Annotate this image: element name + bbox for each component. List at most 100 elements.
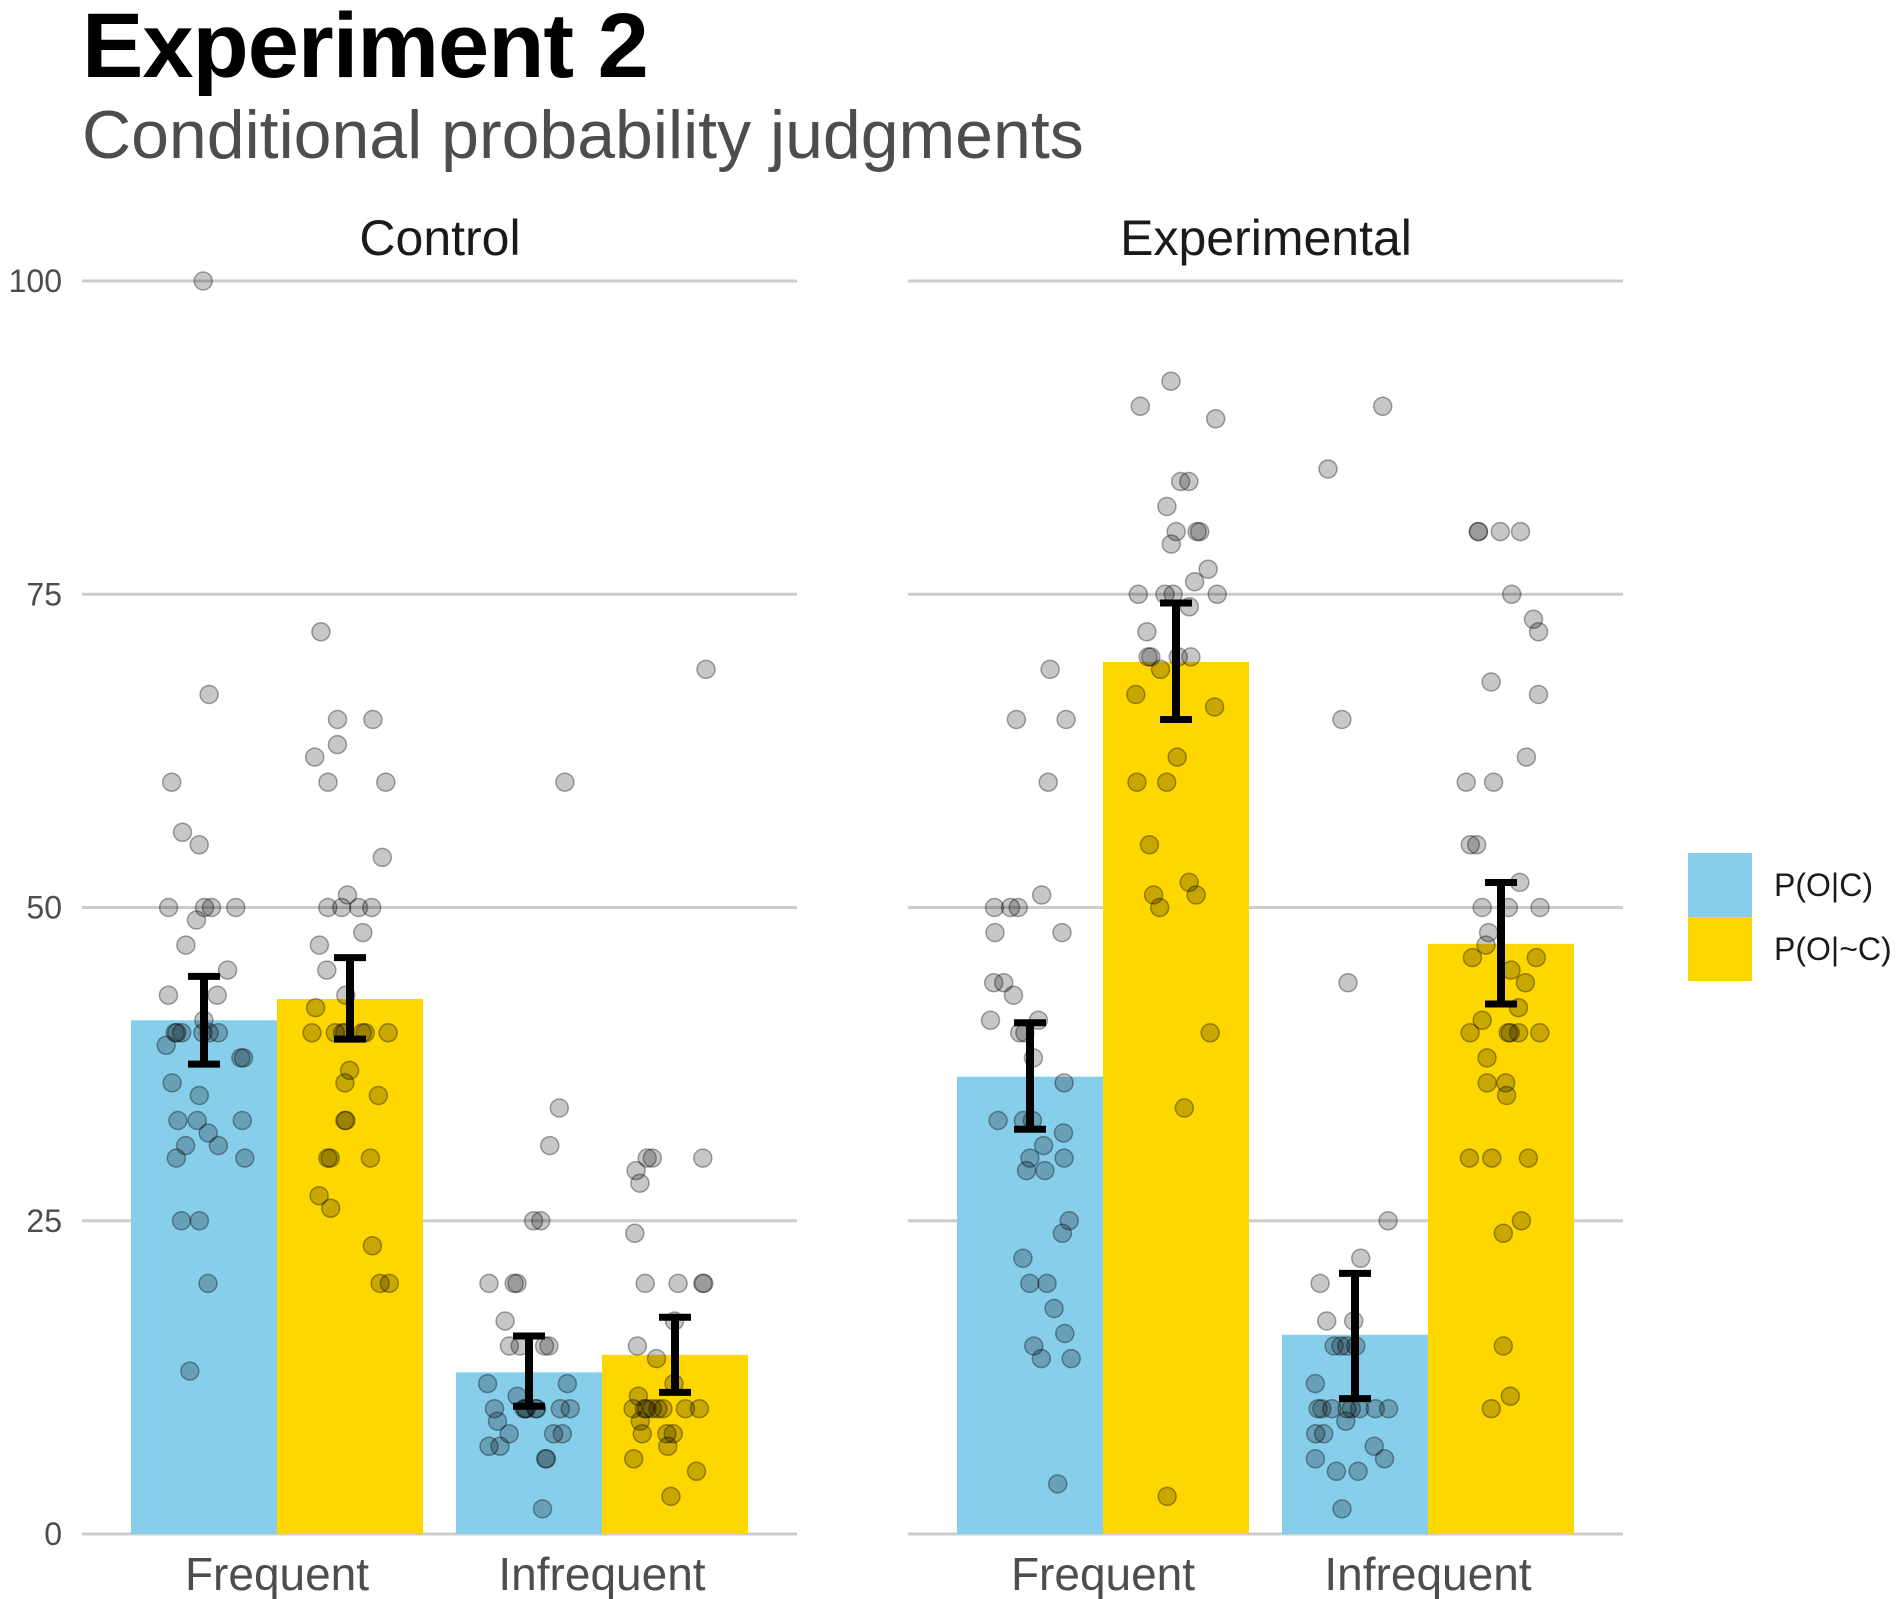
data-point — [532, 1499, 553, 1519]
data-point — [1500, 1023, 1520, 1043]
data-point — [1035, 1160, 1055, 1181]
data-point — [1348, 1461, 1368, 1482]
data-point — [368, 1085, 389, 1106]
y-tick-label: 25 — [26, 1203, 62, 1239]
data-point — [168, 1110, 188, 1131]
data-point — [539, 1336, 559, 1356]
data-point — [1033, 1135, 1054, 1156]
data-point — [1493, 1223, 1514, 1244]
data-point — [327, 734, 348, 755]
data-point — [335, 1073, 355, 1093]
data-point — [686, 1461, 707, 1482]
data-point — [198, 1273, 218, 1294]
data-point — [1477, 1073, 1497, 1093]
bar-ponc — [1428, 943, 1574, 1534]
data-point — [557, 1373, 578, 1394]
panel-label: Control — [359, 210, 520, 266]
data-point — [1200, 1023, 1220, 1043]
data-point — [693, 1273, 713, 1294]
data-point — [1483, 772, 1504, 792]
data-point — [1038, 772, 1058, 792]
data-point — [658, 1436, 678, 1457]
data-point — [988, 1110, 1008, 1131]
data-point — [1181, 647, 1201, 667]
data-point — [648, 1398, 668, 1419]
data-point — [339, 1060, 360, 1081]
data-point — [477, 1373, 498, 1394]
data-point — [360, 1148, 381, 1168]
data-point — [1126, 684, 1146, 705]
data-point — [1490, 521, 1511, 542]
legend-label-ponc: P(O|~C) — [1774, 931, 1892, 967]
data-point — [634, 1398, 655, 1419]
x-tick-label: Infrequent — [1324, 1548, 1531, 1599]
data-point — [1511, 1211, 1532, 1231]
data-point — [495, 1311, 515, 1331]
data-point — [1054, 1148, 1074, 1168]
data-point — [627, 1336, 648, 1356]
data-point — [1365, 1398, 1386, 1419]
data-point — [1515, 972, 1536, 993]
data-point — [1472, 1010, 1492, 1031]
data-point — [1468, 521, 1489, 542]
data-point — [335, 1110, 355, 1131]
data-point — [180, 1361, 200, 1381]
data-point — [696, 659, 716, 680]
bar-poc — [957, 1076, 1103, 1534]
data-point — [165, 1023, 186, 1043]
data-point — [1141, 647, 1161, 667]
data-point — [327, 709, 348, 730]
data-point — [336, 1110, 356, 1131]
data-point — [1205, 409, 1226, 429]
data-point — [1318, 459, 1338, 479]
data-point — [993, 972, 1014, 993]
data-point — [536, 1449, 557, 1469]
chart-title: Experiment 2 — [82, 0, 649, 97]
data-point — [623, 1449, 644, 1469]
data-point — [549, 1098, 570, 1118]
data-point — [1186, 885, 1206, 905]
data-point — [1530, 1023, 1550, 1043]
data-point — [171, 1211, 192, 1231]
data-point — [1016, 1160, 1037, 1181]
data-point — [1350, 1248, 1371, 1269]
data-point — [984, 897, 1005, 918]
data-point — [499, 1424, 519, 1444]
data-point — [189, 1211, 210, 1231]
data-point — [208, 1135, 229, 1156]
panel-label: Experimental — [1120, 210, 1412, 266]
data-point — [1523, 609, 1544, 630]
data-point — [657, 1424, 677, 1444]
data-point — [1516, 747, 1537, 767]
data-point — [646, 1348, 667, 1369]
data-point — [535, 1449, 556, 1469]
data-point — [1313, 1424, 1334, 1444]
data-point — [1161, 534, 1182, 554]
legend-swatch-ponc — [1688, 917, 1752, 981]
data-point — [320, 1148, 340, 1168]
data-point — [1137, 622, 1157, 642]
data-point — [1174, 1098, 1195, 1118]
y-tick-label: 75 — [26, 576, 62, 612]
data-point — [1498, 1023, 1518, 1043]
data-point — [198, 1123, 218, 1143]
data-point — [1305, 1449, 1326, 1469]
legend-swatch-poc — [1688, 853, 1752, 917]
data-point — [1324, 1336, 1344, 1356]
data-point — [1127, 772, 1147, 792]
data-point — [318, 772, 338, 792]
data-point — [1053, 1123, 1074, 1143]
data-point — [642, 1398, 663, 1419]
data-point — [694, 1273, 714, 1294]
data-point — [305, 997, 326, 1018]
data-point — [158, 897, 179, 918]
data-point — [1170, 471, 1191, 492]
data-point — [1500, 1386, 1521, 1406]
data-point — [186, 910, 207, 930]
data-point — [487, 1411, 508, 1431]
data-point — [663, 1424, 683, 1444]
data-point — [167, 1023, 187, 1043]
data-point — [1059, 1211, 1079, 1231]
data-point — [1460, 1023, 1480, 1043]
data-point — [320, 1198, 341, 1218]
